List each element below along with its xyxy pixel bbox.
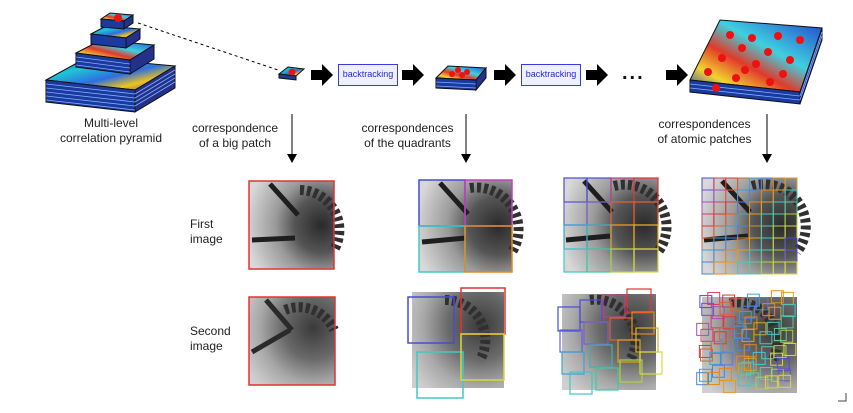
atomic-cell	[722, 294, 736, 308]
row-label-second: Second image	[190, 324, 245, 354]
right-arrow-icon	[666, 64, 688, 86]
dotted-connector-icon	[137, 22, 279, 71]
ellipsis: ...	[622, 62, 645, 84]
atomic-cell	[706, 372, 720, 386]
atomic-cell	[782, 304, 796, 318]
backtracking-box-1: backtracking	[338, 64, 398, 86]
atomic-cell	[723, 380, 737, 394]
atomic-cell	[742, 305, 756, 319]
pyramid-label: Multi-level correlation pyramid	[36, 116, 186, 146]
atomic-cell	[784, 261, 798, 275]
atomic-cell	[711, 306, 725, 320]
atomic-cell	[755, 376, 769, 390]
atomic-cell	[743, 344, 757, 358]
atomic-cell	[713, 331, 727, 345]
quadrant-patch-stack	[434, 65, 488, 92]
atomic-cell	[752, 351, 766, 365]
big-patch-thumb	[277, 66, 306, 81]
first-image-quadrants	[418, 179, 524, 273]
right-arrow-icon	[311, 64, 333, 86]
atomic-cell	[710, 315, 724, 329]
right-arrow-icon	[494, 64, 516, 86]
atomic-cell	[723, 316, 737, 330]
backtracking-box-2: backtracking	[521, 64, 581, 86]
right-arrow-icon	[402, 64, 424, 86]
atomic-cell	[696, 372, 710, 386]
second-image-quadrants	[407, 287, 506, 399]
second-image-big-patch	[248, 296, 339, 386]
caption-big-patch-line2: of a big patch	[198, 136, 272, 150]
atomic-cell	[741, 328, 755, 342]
atomic-cell	[701, 302, 715, 316]
first-image-atomic	[701, 177, 811, 275]
atomic-cell	[778, 374, 792, 388]
atomic-cell	[737, 373, 751, 387]
atomic-cell	[709, 351, 723, 365]
atomic-patch-stack	[689, 19, 823, 105]
down-arrow-icon	[287, 114, 297, 163]
atomic-grid	[701, 177, 798, 275]
pyramid-label-line1: Multi-level	[83, 116, 138, 130]
pyramid-level-3	[89, 25, 142, 49]
second-image-atomic	[696, 290, 797, 394]
atomic-cell	[783, 342, 797, 356]
atomic-cell	[710, 340, 724, 354]
atomic-cell	[768, 306, 782, 320]
atomic-cell	[770, 290, 784, 304]
down-arrow-icon	[762, 114, 772, 163]
match-dot	[114, 14, 122, 22]
atomic-cell	[780, 329, 794, 343]
caption-atomic: correspondences of atomic patches	[642, 117, 767, 147]
atomic-cell	[720, 338, 734, 352]
atomic-cell	[764, 375, 778, 389]
down-arrow-icon	[461, 114, 471, 163]
atomic-cell	[699, 295, 713, 309]
atomic-cell	[759, 367, 773, 381]
atomic-cell	[759, 331, 773, 345]
first-image-level-3	[563, 177, 672, 273]
pyramid-label-line2: correlation pyramid	[59, 131, 163, 145]
atomic-cell	[719, 301, 733, 315]
caption-quadrants-line2: of the quadrants	[364, 136, 451, 150]
multi-level-pyramid	[44, 12, 177, 113]
atomic-cell	[780, 315, 794, 329]
row-label-second-line2: image	[190, 339, 223, 353]
atomic-scatter	[696, 290, 797, 394]
atomic-cell	[773, 345, 787, 359]
caption-atomic-line2: of atomic patches	[657, 132, 752, 146]
atomic-cell	[700, 348, 713, 362]
row-label-first: First image	[190, 217, 240, 247]
atomic-cell	[712, 364, 725, 378]
row-label-first-line1: First	[190, 217, 214, 231]
caption-quadrants: correspondences of the quadrants	[350, 121, 465, 151]
caption-big-patch-line1: correspondence	[191, 121, 279, 135]
row-label-first-line2: image	[190, 232, 223, 246]
caption-atomic-line1: correspondences	[658, 117, 751, 131]
atomic-cell	[738, 362, 752, 376]
atomic-cell	[700, 328, 714, 342]
first-image-big-patch	[248, 180, 345, 270]
atomic-cell	[719, 352, 733, 366]
atomic-cell	[745, 372, 759, 386]
atomic-cell	[699, 368, 712, 382]
caption-quadrants-line1: correspondences	[361, 121, 454, 135]
atomic-cell	[730, 298, 744, 312]
atomic-cell	[770, 352, 784, 366]
right-arrow-icon	[586, 64, 608, 86]
pyramid-level-4	[99, 12, 135, 30]
second-image-level-3	[557, 288, 663, 395]
corner-mark	[838, 393, 847, 402]
atomic-cell	[773, 328, 787, 342]
caption-big-patch: correspondence of a big patch	[180, 121, 290, 151]
row-label-second-line1: Second	[190, 324, 231, 338]
